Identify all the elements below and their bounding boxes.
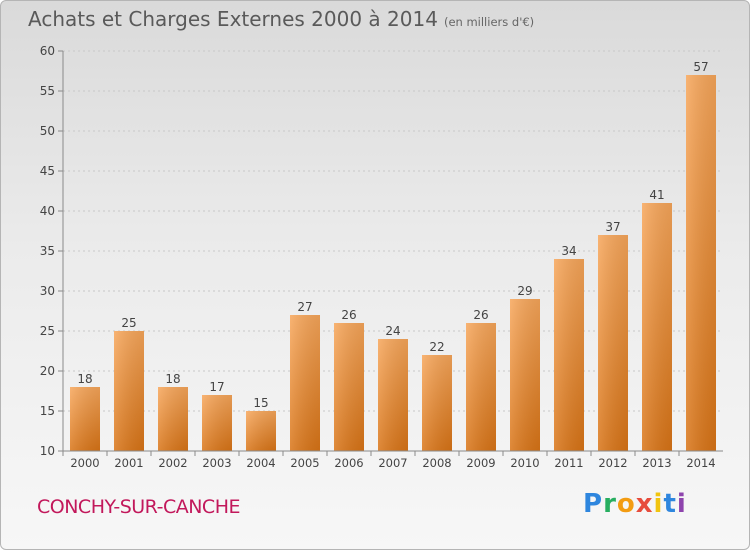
x-tick-label: 2014 [686,456,715,470]
bar-shade [510,299,540,451]
x-tick-label: 2013 [642,456,671,470]
y-tick-label: 30 [40,284,55,298]
bar-shade [642,203,672,451]
bar-shade [246,411,276,451]
y-tick-label: 35 [40,244,55,258]
y-tick-label: 10 [40,444,55,458]
value-label: 22 [429,340,444,354]
y-tick-label: 60 [40,44,55,58]
x-tick-label: 2011 [554,456,583,470]
y-tick-label: 40 [40,204,55,218]
chart-subtitle: (en milliers d'€) [443,15,535,29]
logo-letter: i [653,489,664,519]
value-label: 34 [561,244,576,258]
x-tick-label: 2001 [114,456,143,470]
bar-shade [70,387,100,451]
bar-shade [334,323,364,451]
value-label: 15 [253,396,268,410]
logo-letter: P [583,489,604,519]
value-label: 27 [297,300,312,314]
logo-letter: r [603,489,617,519]
y-tick-label: 50 [40,124,55,138]
chart-title-text: Achats et Charges Externes 2000 à 2014 [28,7,438,31]
bar-shade [598,235,628,451]
value-label: 26 [473,308,488,322]
x-tick-label: 2009 [466,456,495,470]
value-label: 17 [209,380,224,394]
x-tick-label: 2002 [158,456,187,470]
value-label: 24 [385,324,400,338]
x-tick-label: 2008 [422,456,451,470]
value-label: 25 [121,316,136,330]
value-label: 18 [165,372,180,386]
bars [70,75,716,451]
y-tick-label: 25 [40,324,55,338]
bar-shade [422,355,452,451]
bar-shade [466,323,496,451]
bar-shade [554,259,584,451]
value-label: 18 [77,372,92,386]
bar-shade [378,339,408,451]
x-tick-label: 2005 [290,456,319,470]
x-tick-label: 2012 [598,456,627,470]
commune-name: CONCHY-SUR-CANCHE [37,496,241,518]
bar-shade [114,331,144,451]
value-label: 37 [605,220,620,234]
x-tick-label: 2010 [510,456,539,470]
value-label: 29 [517,284,532,298]
value-label: 41 [649,188,664,202]
logo-letter: i [676,489,687,519]
axes [58,50,723,456]
value-label: 57 [693,60,708,74]
y-tick-label: 20 [40,364,55,378]
x-tick-label: 2006 [334,456,363,470]
logo-letter: o [616,489,636,519]
labels: 10 15 20 25 30 35 40 45 50 55 60 18 2000 25 2001 18 2002… [40,44,716,470]
x-tick-label: 2000 [70,456,99,470]
bar-shade [158,387,188,451]
bar-shade [202,395,232,451]
y-tick-label: 55 [40,84,55,98]
logo-letter: x [635,489,654,519]
bar-shade [290,315,320,451]
x-tick-label: 2004 [246,456,275,470]
y-tick-label: 45 [40,164,55,178]
chart-title: Achats et Charges Externes 2000 à 2014 (e… [28,7,534,31]
proxiti-logo: Proxiti [583,489,687,519]
x-tick-label: 2007 [378,456,407,470]
y-tick-label: 15 [40,404,55,418]
value-label: 26 [341,308,356,322]
bar-shade [686,75,716,451]
logo-letter: t [663,489,677,519]
x-tick-label: 2003 [202,456,231,470]
